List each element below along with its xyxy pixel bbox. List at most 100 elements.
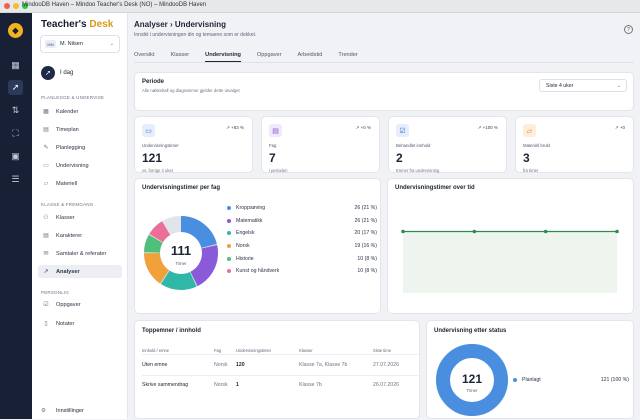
calendar-grid-icon[interactable]: ▣: [11, 151, 20, 161]
donut-slice[interactable]: [144, 216, 218, 290]
legend-swatch: [227, 269, 231, 274]
card-title: Undervisning etter status: [434, 328, 507, 334]
sliders-icon[interactable]: ☰: [11, 174, 20, 184]
data-point[interactable]: [401, 229, 405, 234]
user-selector[interactable]: MN M. Nilsen ⌄: [40, 35, 120, 53]
title-bar: MindooDB Haven – Mindoo Teacher's Desk (…: [0, 0, 640, 13]
sidebar-item-planlegging[interactable]: ✎ Planlegging: [38, 141, 122, 154]
hours-cell: 1: [236, 382, 239, 388]
top-topics-card: Toppemner / innhold Innhold / emne Fag U…: [134, 320, 422, 419]
close-window-button[interactable]: [4, 3, 10, 9]
card-title: Undervisningstimer per fag: [142, 185, 221, 191]
legend-label: Matematikk: [236, 217, 263, 224]
tasks-icon: ☑: [43, 302, 49, 308]
sidebar-item-settings[interactable]: ⚙ Innstillinger: [38, 405, 122, 417]
tab-klasser[interactable]: Klasser: [170, 52, 190, 58]
user-name: M. Nilsen: [60, 41, 83, 47]
sidebar-item-klasser[interactable]: ⚇ Klasser: [38, 211, 122, 224]
chevron-down-icon: ⌄: [109, 41, 114, 47]
legend-item: Historie 10 (8 %): [227, 252, 377, 265]
status-card: Undervisning etter status 121 Timer Plan…: [426, 320, 634, 419]
main-content: Analyser › Undervisning Innsikt i underv…: [128, 13, 640, 419]
rocket-icon[interactable]: ➚: [8, 80, 23, 95]
subject-cell: Norsk: [214, 382, 228, 388]
kpi-footnote: i perioden: [269, 168, 288, 173]
table-row[interactable]: Uten emne Norsk 120 Klasse 7a, Klasse 7b…: [142, 356, 422, 376]
last-lesson-cell: 26.07.2026: [373, 382, 399, 388]
sidebar-item-undervisning[interactable]: ▭ Undervisning: [38, 159, 122, 172]
donut-center-label: Timer: [466, 388, 478, 393]
legend-item: Kroppsøving 26 (21 %): [227, 202, 377, 215]
sidebar-item-today[interactable]: ➚ I dag: [41, 66, 73, 80]
legend-swatch: [227, 218, 231, 223]
tab-oversikt[interactable]: Oversikt: [134, 52, 155, 58]
legend-swatch: [227, 256, 231, 261]
help-icon[interactable]: ?: [624, 25, 633, 34]
sidebar-item-label: I dag: [60, 70, 74, 76]
sidebar-item-timeplan[interactable]: ▤ Timeplan: [38, 123, 122, 136]
legend-swatch: [227, 206, 231, 211]
kpi-footnote: Emner fra undervisning: [396, 168, 440, 173]
kpi-value: 3: [523, 151, 530, 165]
tab-undervisning[interactable]: Undervisning: [205, 48, 241, 62]
status-ring: [436, 344, 508, 416]
sidebar-item-label: Materiell: [56, 180, 78, 187]
column-header: Innhold / emne: [142, 348, 170, 353]
scan-icon[interactable]: ⛶: [12, 128, 19, 138]
column-header: Klasser: [299, 348, 313, 353]
tab-trender[interactable]: Trender: [338, 52, 358, 58]
sidebar-item-label: Oppgaver: [56, 301, 81, 308]
kpi-value: 7: [269, 151, 276, 165]
kpi-footnote: vs. forrige 4 uker: [142, 168, 174, 173]
kpi-label: Fag: [269, 143, 277, 148]
tab-arbeidstid[interactable]: Arbeidstid: [297, 52, 323, 58]
period-select[interactable]: Siste 4 uker ⌄: [539, 79, 627, 92]
maximize-window-button[interactable]: [22, 3, 28, 9]
legend-label: Planlagt: [522, 377, 541, 384]
section-title-class: KLASSE & FREMGANG: [41, 202, 94, 207]
tab-oppgaver[interactable]: Oppgaver: [256, 52, 282, 58]
data-point[interactable]: [615, 229, 619, 234]
hours-cell: 120: [236, 362, 245, 368]
legend-value: 26 (21 %): [354, 217, 378, 224]
classes-cell: Klasse 7b: [299, 382, 322, 388]
donut-slice[interactable]: [144, 216, 218, 290]
data-point[interactable]: [472, 229, 477, 234]
period-card: Periode Alle nøkkeltall og diagrammer gj…: [134, 72, 634, 111]
sidebar-item-analyser[interactable]: ↗ Analyser: [38, 265, 122, 278]
kpi-value: 121: [142, 151, 163, 165]
sort-icon[interactable]: ⇅: [11, 105, 20, 115]
kpi-trend: ↗ +83 %: [226, 125, 244, 130]
notes-icon: ▯: [44, 321, 48, 327]
document-icon: ▤: [269, 124, 282, 137]
data-point[interactable]: [543, 229, 548, 234]
hours-over-time-card: Undervisningstimer over tid: [387, 178, 634, 314]
chat-icon: ✉: [43, 251, 49, 257]
kpi-card: ▱ ↗ +0 Materiell brukt 3 fra timer: [515, 116, 634, 173]
sidebar-item-label: Innstillinger: [56, 408, 84, 414]
legend-label: Kunst og håndverk: [236, 268, 280, 275]
sidebar-item-notater[interactable]: ▯ Notater: [38, 317, 122, 330]
legend-label: Historie: [236, 255, 254, 262]
donut-slice[interactable]: [144, 216, 218, 290]
schedule-icon: ▤: [43, 127, 49, 133]
brand-title: Teacher's Desk: [41, 19, 114, 30]
legend-value: 19 (16 %): [354, 243, 378, 250]
status-donut-chart: 121 Timer: [436, 344, 508, 416]
card-title: Undervisningstimer over tid: [395, 185, 475, 191]
legend-value: 10 (8 %): [357, 268, 377, 275]
area-fill: [403, 231, 617, 293]
sidebar-item-materiell[interactable]: ▱ Materiell: [38, 177, 122, 190]
legend-value: 10 (8 %): [357, 255, 377, 262]
sidebar-item-label: Undervisning: [56, 162, 89, 169]
dashboard-icon[interactable]: ▦: [11, 60, 20, 70]
sidebar-item-samtaler[interactable]: ✉ Samtaler & referater: [38, 247, 122, 260]
period-subtitle: Alle nøkkeltall og diagrammer gjelder de…: [142, 88, 240, 93]
sidebar-item-karakterer[interactable]: ▤ Karakterer: [38, 229, 122, 242]
sidebar-item-kalender[interactable]: ▦ Kalender: [38, 105, 122, 118]
topic-cell: Uten emne: [142, 362, 168, 368]
minimize-window-button[interactable]: [13, 3, 19, 9]
table-row[interactable]: Skrive sammendrag Norsk 1 Klasse 7b 26.0…: [142, 376, 422, 396]
sidebar-item-oppgaver[interactable]: ☑ Oppgaver: [38, 298, 122, 311]
legend-swatch: [227, 244, 231, 249]
